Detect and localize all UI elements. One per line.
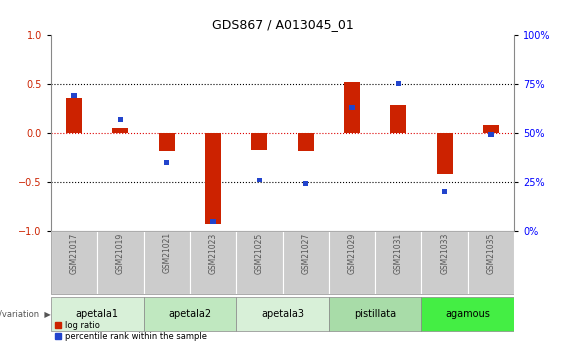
Text: apetala1: apetala1 (76, 309, 119, 319)
Bar (329, 231, 375, 294)
Bar (468, 231, 514, 294)
Text: GSM21027: GSM21027 (301, 232, 310, 274)
Bar (112, 128, 128, 133)
Text: GSM21035: GSM21035 (486, 232, 496, 274)
Text: agamous: agamous (445, 309, 490, 319)
Text: GSM21019: GSM21019 (116, 232, 125, 274)
Bar (375, 231, 421, 294)
Bar (303, 181, 308, 186)
Bar (298, 133, 314, 150)
Bar (421, 297, 514, 331)
Bar (66, 98, 82, 133)
Bar (488, 132, 494, 137)
Bar (164, 160, 170, 165)
Bar (71, 93, 77, 98)
Legend: log ratio, percentile rank within the sample: log ratio, percentile rank within the sa… (55, 321, 207, 341)
Bar (97, 231, 144, 294)
Text: GSM21031: GSM21031 (394, 232, 403, 274)
Bar (437, 133, 453, 174)
Bar (159, 133, 175, 150)
Bar (144, 231, 190, 294)
Bar (51, 297, 144, 331)
Bar (118, 117, 123, 121)
Bar (51, 231, 97, 294)
Text: GSM21033: GSM21033 (440, 232, 449, 274)
Bar (210, 219, 216, 224)
Bar (390, 105, 406, 133)
Bar (257, 178, 262, 183)
Bar (329, 297, 421, 331)
Bar (483, 125, 499, 133)
Text: apetala2: apetala2 (168, 309, 211, 319)
Bar (442, 189, 447, 194)
Bar (190, 231, 236, 294)
Bar (236, 231, 282, 294)
Text: genotype/variation  ▶: genotype/variation ▶ (0, 310, 51, 319)
Bar (144, 297, 236, 331)
Bar (349, 105, 355, 110)
Bar (251, 133, 267, 149)
Bar (236, 297, 329, 331)
Bar (205, 133, 221, 224)
Title: GDS867 / A013045_01: GDS867 / A013045_01 (212, 18, 353, 31)
Text: GSM21025: GSM21025 (255, 232, 264, 274)
Text: GSM21023: GSM21023 (208, 232, 218, 274)
Bar (396, 81, 401, 86)
Text: GSM21021: GSM21021 (162, 232, 171, 274)
Bar (51, 231, 514, 294)
Bar (282, 231, 329, 294)
Text: pistillata: pistillata (354, 309, 396, 319)
Text: GSM21017: GSM21017 (69, 232, 79, 274)
Text: apetala3: apetala3 (261, 309, 304, 319)
Bar (421, 231, 468, 294)
Text: GSM21029: GSM21029 (347, 232, 357, 274)
Bar (344, 82, 360, 133)
